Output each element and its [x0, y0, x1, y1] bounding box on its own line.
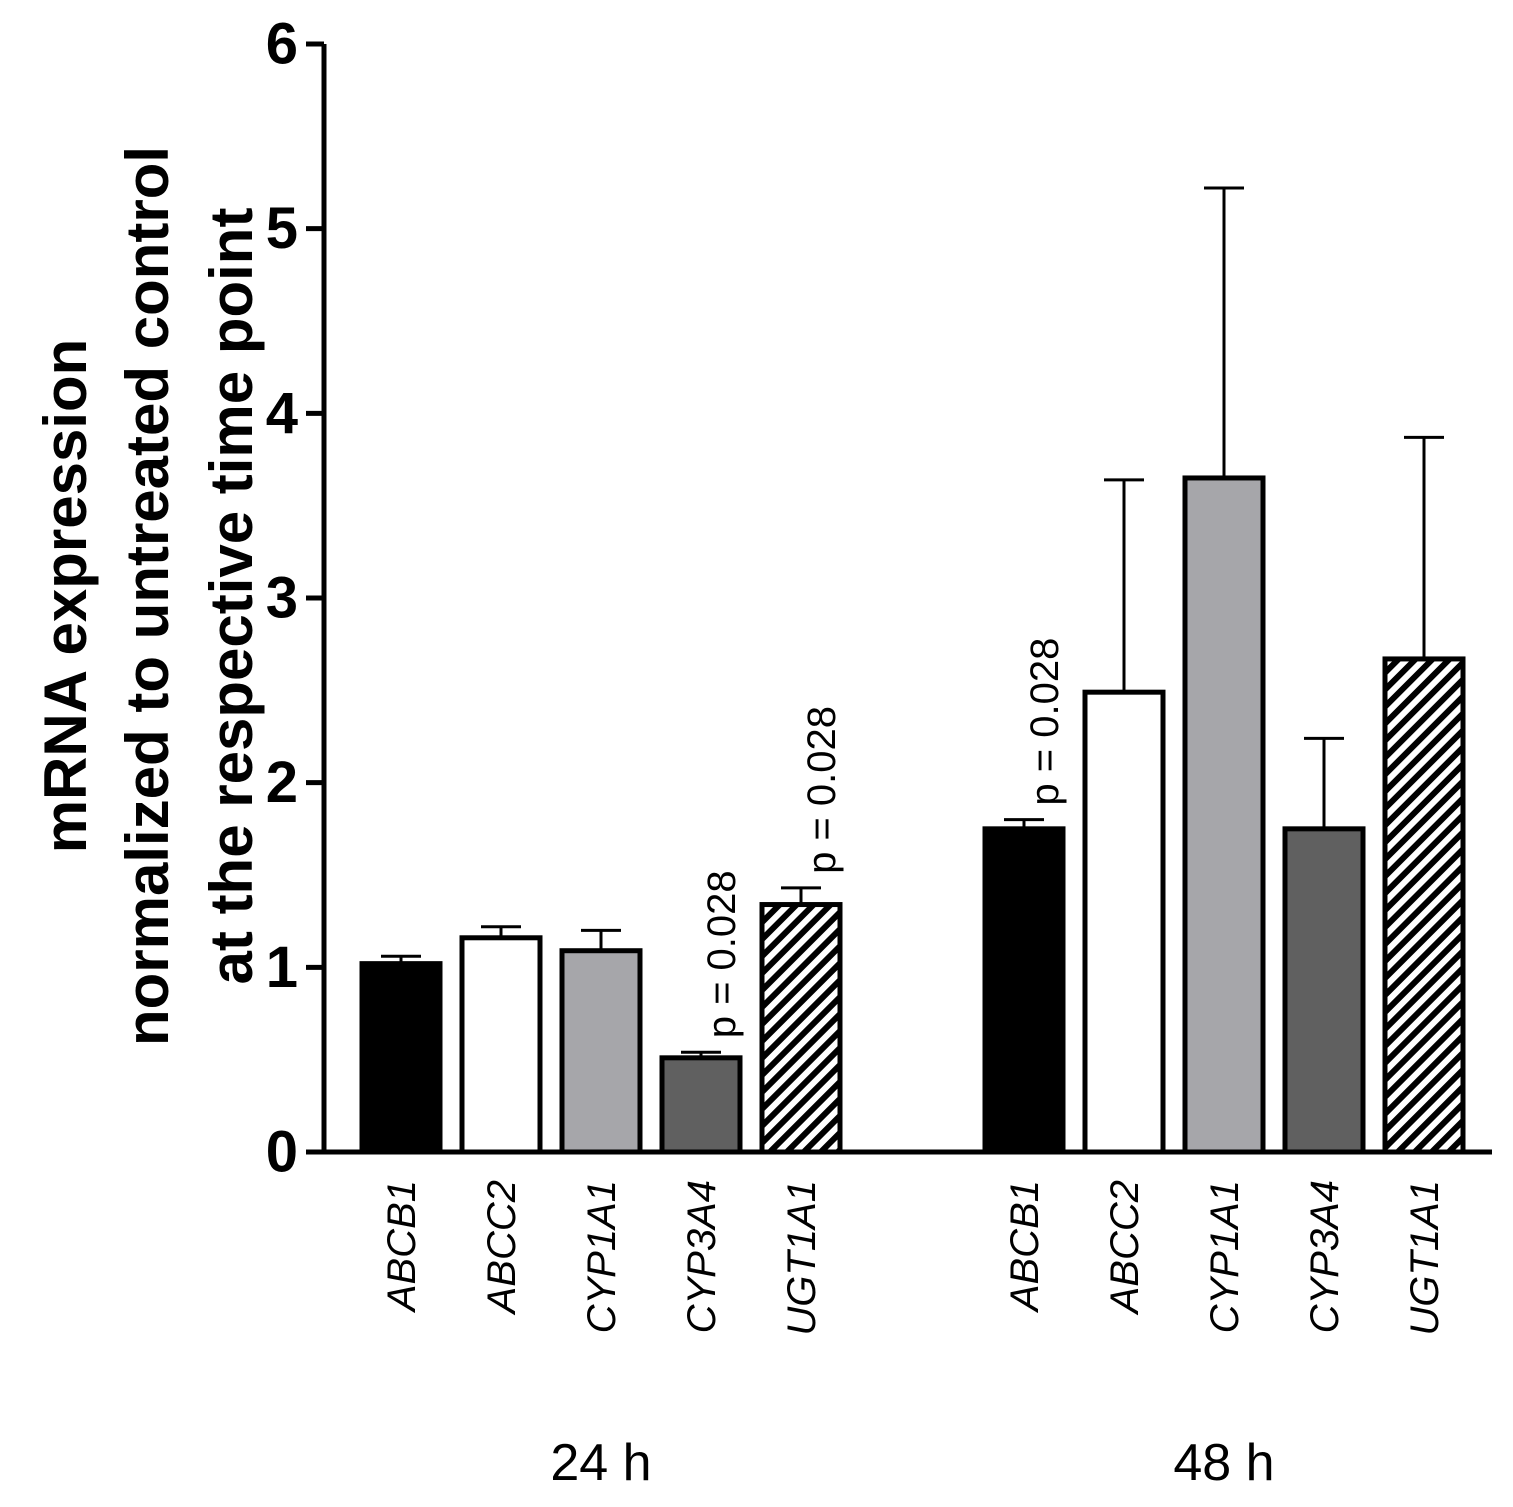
category-label: CYP3A4 — [680, 1180, 724, 1333]
y-tick-label: 3 — [266, 566, 298, 631]
y-axis-label-line: at the respective time point — [198, 208, 265, 985]
category-label: UGT1A1 — [1403, 1180, 1447, 1336]
category-label: ABCC2 — [480, 1180, 524, 1315]
group-label: 48 h — [1173, 1434, 1274, 1492]
y-tick-label: 6 — [266, 12, 298, 77]
category-label: ABCB1 — [1003, 1180, 1047, 1313]
bar-abcb1-48h — [982, 826, 1066, 1155]
y-tick-label: 1 — [266, 935, 298, 1000]
y-axis-label: mRNA expression normalized to untreated c… — [32, 146, 265, 1046]
y-axis-label-line: mRNA expression — [32, 339, 99, 854]
y-axis-label-line: normalized to untreated control — [114, 146, 181, 1046]
y-tick-label: 0 — [266, 1120, 298, 1185]
group-label: 24 h — [550, 1434, 651, 1492]
bar-abcc2-24h — [459, 935, 543, 1155]
bar-cyp1a1-48h — [1182, 475, 1266, 1155]
category-label: CYP1A1 — [1203, 1180, 1247, 1333]
bar-abcb1-24h — [359, 961, 443, 1155]
bars: p = 0.028 p = 0.028 p = 0.028 — [359, 186, 1466, 1155]
category-label: ABCC2 — [1103, 1180, 1147, 1315]
y-tick-label: 5 — [266, 196, 298, 261]
p-value-annotation: p = 0.028 — [1023, 638, 1067, 806]
category-label: ABCB1 — [380, 1180, 424, 1313]
y-tick-label: 2 — [266, 750, 298, 815]
category-label: CYP3A4 — [1303, 1180, 1347, 1333]
bar-cyp1a1-24h — [559, 948, 643, 1155]
bar-ugt1a1-24h — [759, 902, 843, 1155]
p-value-annotation: p = 0.028 — [700, 870, 744, 1038]
category-label: UGT1A1 — [780, 1180, 824, 1336]
bar-ugt1a1-48h — [1382, 656, 1466, 1155]
bar-cyp3a4-48h — [1282, 826, 1366, 1155]
bar-cyp3a4-24h — [659, 1055, 743, 1155]
category-label: CYP1A1 — [580, 1180, 624, 1333]
p-value-annotation: p = 0.028 — [800, 706, 844, 874]
category-labels: ABCB1 ABCC2 CYP1A1 CYP3A4 UGT1A1 ABCB1 ABCC2 CY… — [380, 1180, 1447, 1336]
y-tick-label: 4 — [266, 381, 298, 446]
group-labels: 24 h 48 h — [550, 1434, 1274, 1492]
bar-abcc2-48h — [1082, 689, 1166, 1155]
